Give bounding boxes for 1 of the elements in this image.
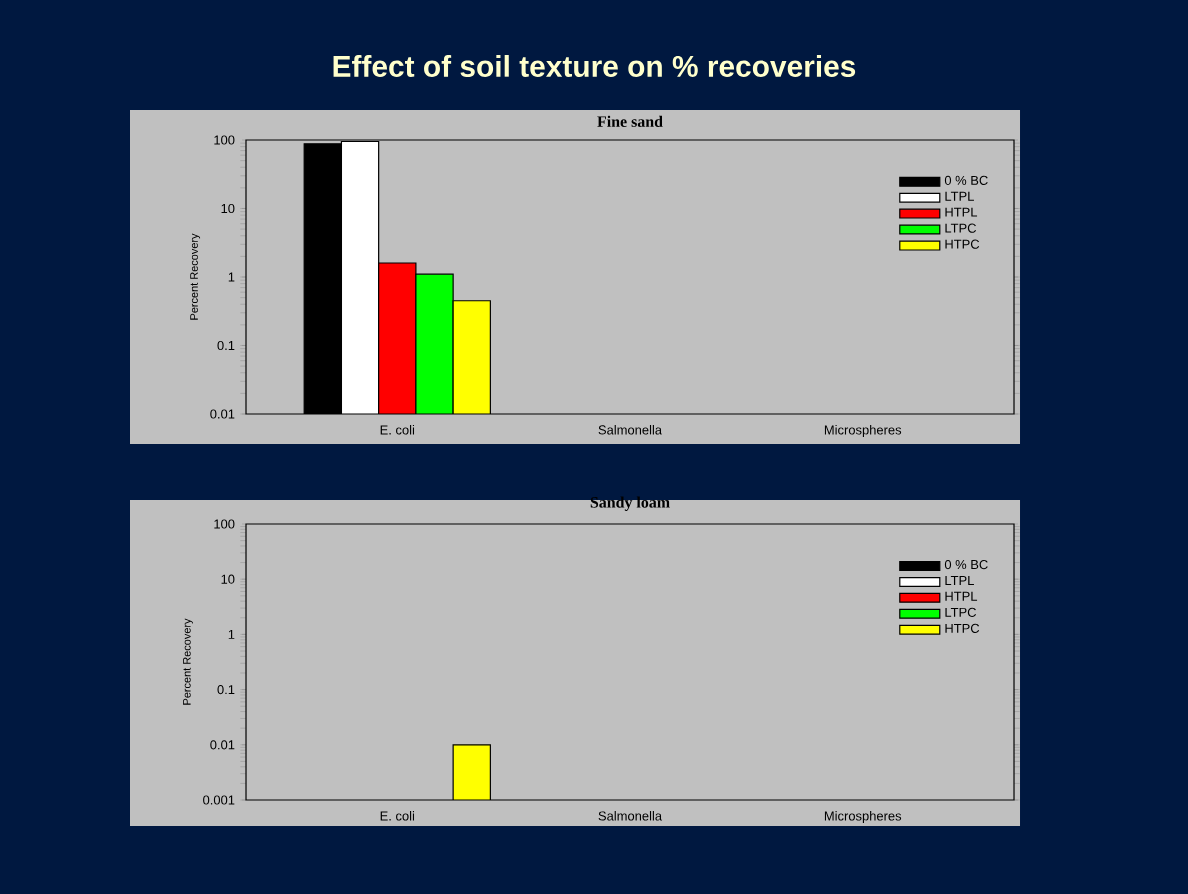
chart-title: Effect of soil texture on % recoveries xyxy=(333,55,856,77)
